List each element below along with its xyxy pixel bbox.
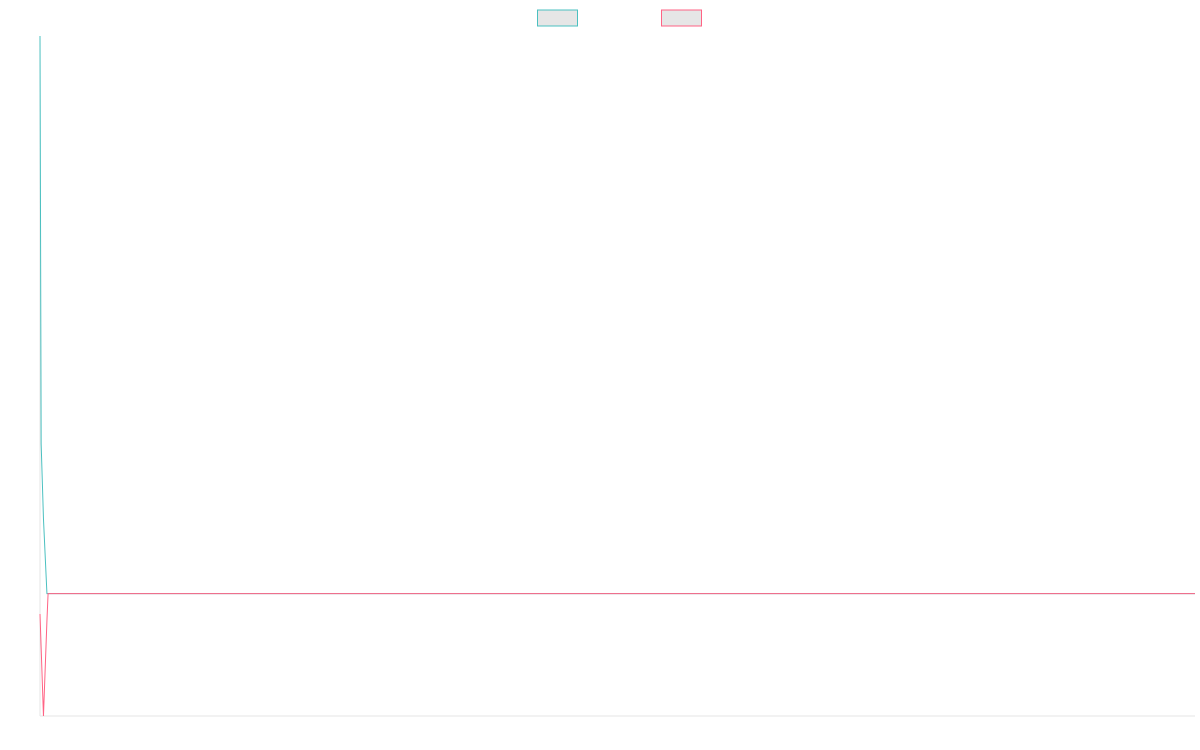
series-line bbox=[39, 35, 1195, 595]
legend-swatch bbox=[661, 9, 702, 27]
series-line bbox=[39, 593, 1195, 717]
legend-swatch bbox=[537, 9, 578, 27]
